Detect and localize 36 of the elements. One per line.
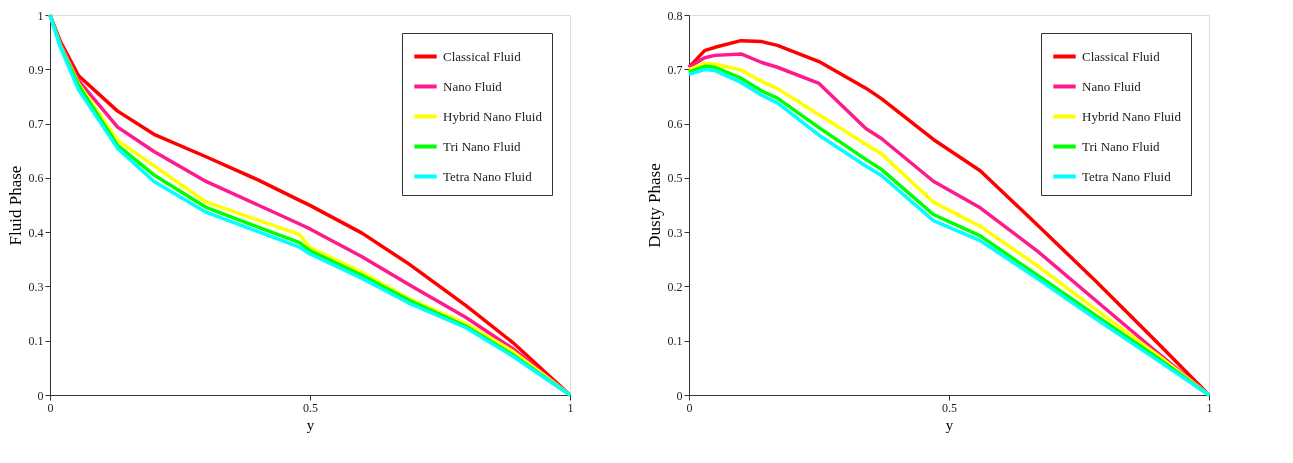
y-tick-label: 0.2 bbox=[667, 279, 683, 294]
x-tick-label: 1 bbox=[567, 400, 574, 415]
y-tick-label: 0.6 bbox=[667, 117, 683, 132]
y-tick-label: 0.6 bbox=[28, 171, 44, 186]
legend-label: Hybrid Nano Fluid bbox=[443, 108, 543, 124]
legend-label: Nano Fluid bbox=[1082, 78, 1142, 94]
y-tick-label: 0.9 bbox=[28, 62, 44, 77]
y-tick-label: 1 bbox=[37, 8, 44, 23]
y-axis-title: Fluid Phase bbox=[5, 165, 25, 246]
y-tick-label: 0.1 bbox=[667, 334, 683, 349]
x-axis-title: y bbox=[306, 416, 315, 433]
legend-label: Classical Fluid bbox=[443, 48, 522, 64]
legend-label: Classical Fluid bbox=[1082, 48, 1161, 64]
x-tick-label: 0.5 bbox=[942, 400, 957, 415]
legend-label: Nano Fluid bbox=[443, 78, 503, 94]
x-tick-label: 0.5 bbox=[303, 400, 318, 415]
x-tick-label: 0 bbox=[686, 400, 693, 415]
y-tick-label: 0.3 bbox=[28, 279, 44, 294]
y-tick-label: 0.3 bbox=[667, 225, 683, 240]
legend-label: Hybrid Nano Fluid bbox=[1082, 108, 1182, 124]
y-tick-label: 0 bbox=[676, 388, 683, 403]
x-tick-label: 0 bbox=[47, 400, 54, 415]
legend-label: Tri Nano Fluid bbox=[1082, 138, 1161, 154]
legend-label: Tri Nano Fluid bbox=[443, 138, 522, 154]
x-axis-title: y bbox=[945, 416, 954, 433]
y-tick-label: 0.4 bbox=[28, 225, 44, 240]
y-tick-label: 0.5 bbox=[667, 171, 683, 186]
y-tick-label: 0.8 bbox=[667, 8, 683, 23]
y-axis-title: Dusty Phase bbox=[644, 163, 664, 248]
y-tick-label: 0.1 bbox=[28, 334, 44, 349]
legend-label: Tetra Nano Fluid bbox=[443, 168, 533, 184]
x-tick-label: 1 bbox=[1206, 400, 1213, 415]
legend-label: Tetra Nano Fluid bbox=[1082, 168, 1172, 184]
y-tick-label: 0.7 bbox=[28, 117, 44, 132]
y-tick-label: 0.7 bbox=[667, 62, 683, 77]
y-tick-label: 0 bbox=[37, 388, 44, 403]
